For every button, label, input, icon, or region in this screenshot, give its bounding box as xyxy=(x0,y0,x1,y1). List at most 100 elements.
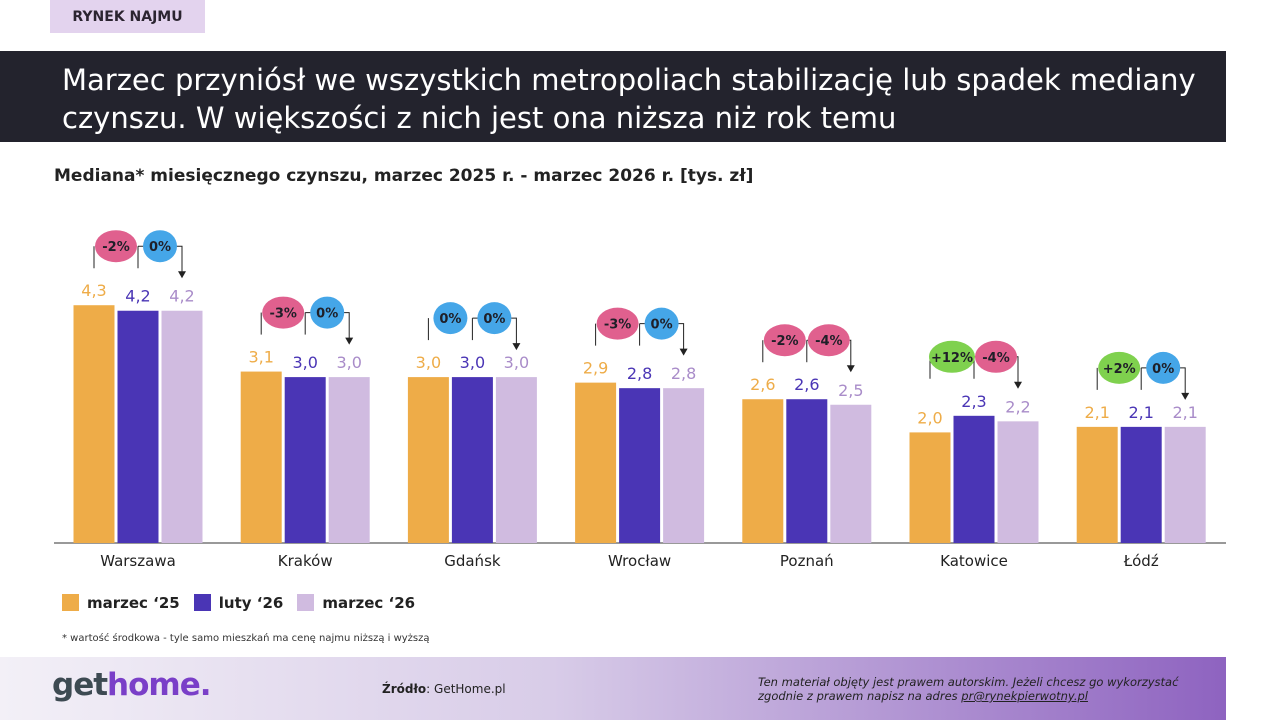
data-label: 3,0 xyxy=(336,353,361,372)
legend-swatch xyxy=(297,594,315,611)
bar xyxy=(284,377,326,543)
data-label: 2,2 xyxy=(1005,397,1030,416)
data-label: 2,8 xyxy=(627,364,652,383)
data-label: 2,1 xyxy=(1084,403,1109,422)
mom-change-badge-label: 0% xyxy=(1152,362,1174,377)
yoy-change-badge-label: -2% xyxy=(771,334,798,349)
mom-change-badge xyxy=(143,230,177,263)
data-label: 4,3 xyxy=(81,281,106,300)
category-label: Poznań xyxy=(780,552,834,570)
data-label: 3,0 xyxy=(416,353,441,372)
bar xyxy=(1120,426,1162,543)
data-label: 2,6 xyxy=(750,375,775,394)
legend-item: marzec ‘25 xyxy=(62,594,180,612)
bar xyxy=(161,310,203,543)
bar xyxy=(495,377,537,543)
section-tag: RYNEK NAJMU xyxy=(50,0,205,33)
gethome-logo: gethome. xyxy=(52,667,212,703)
yoy-change-badge xyxy=(1098,351,1141,384)
bar xyxy=(909,432,951,543)
mom-change-badge-label: -4% xyxy=(982,351,1009,366)
arrow-icon xyxy=(178,271,186,279)
mom-change-badge xyxy=(477,302,512,335)
bar xyxy=(953,415,995,543)
bar xyxy=(73,305,115,543)
footnote: * wartość środkowa - tyle samo mieszkań … xyxy=(62,633,430,644)
bar xyxy=(663,388,705,543)
data-label: 2,3 xyxy=(961,392,986,411)
yoy-change-badge-label: -3% xyxy=(269,307,296,322)
bar xyxy=(619,388,661,543)
category-label: Kraków xyxy=(278,552,333,570)
bar xyxy=(997,421,1039,543)
data-label: 2,5 xyxy=(838,381,863,400)
data-label: 2,1 xyxy=(1128,403,1153,422)
mom-change-badge-label: 0% xyxy=(651,318,673,333)
data-label: 4,2 xyxy=(169,287,194,306)
yoy-change-badge-label: +2% xyxy=(1103,362,1136,377)
data-label: 4,2 xyxy=(125,287,150,306)
arrow-icon xyxy=(679,348,688,356)
bar xyxy=(786,399,828,543)
footer: gethome. Źródło: GetHome.pl Ten materiał… xyxy=(0,657,1226,720)
mom-change-badge-label: 0% xyxy=(316,307,338,322)
mom-change-badge-label: -4% xyxy=(815,334,842,349)
yoy-change-badge xyxy=(95,230,137,263)
category-label: Warszawa xyxy=(100,552,176,570)
mom-change-badge xyxy=(807,324,850,357)
chart-title: Mediana* miesięcznego czynszu, marzec 20… xyxy=(54,166,754,186)
category-label: Gdańsk xyxy=(444,552,501,570)
data-label: 2,8 xyxy=(671,364,696,383)
mom-change-badge xyxy=(1146,351,1181,384)
bar xyxy=(117,310,159,543)
bar xyxy=(742,399,784,543)
yoy-change-badge xyxy=(433,302,468,335)
data-label: 2,9 xyxy=(583,359,608,378)
yoy-change-badge-label: +12% xyxy=(931,351,973,366)
arrow-icon xyxy=(846,365,855,373)
bar xyxy=(451,377,493,543)
data-label: 3,0 xyxy=(292,353,317,372)
yoy-change-badge-label: -3% xyxy=(604,318,631,333)
data-label: 3,1 xyxy=(248,348,273,367)
arrow-icon xyxy=(512,343,521,351)
mom-change-badge xyxy=(975,340,1017,373)
yoy-change-badge xyxy=(262,296,305,329)
bar xyxy=(1164,426,1206,543)
source: Źródło: GetHome.pl xyxy=(382,682,506,696)
data-label: 3,0 xyxy=(460,353,485,372)
mom-change-badge-label: 0% xyxy=(149,240,171,255)
yoy-change-badge xyxy=(929,340,975,373)
headline: Marzec przyniósł we wszystkich metropoli… xyxy=(0,51,1226,142)
yoy-change-badge-label: 0% xyxy=(439,312,461,327)
mom-change-badge xyxy=(310,296,345,329)
data-label: 2,6 xyxy=(794,375,819,394)
category-label: Wrocław xyxy=(608,552,671,570)
arrow-icon xyxy=(1014,381,1022,389)
legend-swatch xyxy=(193,594,211,611)
mom-change-badge-label: 0% xyxy=(483,312,505,327)
yoy-change-badge xyxy=(763,324,806,357)
data-label: 2,1 xyxy=(1172,403,1197,422)
copyright-notice: Ten materiał objęty jest prawem autorski… xyxy=(758,675,1179,703)
data-label: 3,0 xyxy=(504,353,529,372)
legend-item: marzec ‘26 xyxy=(297,594,415,612)
bar xyxy=(328,377,370,543)
bar xyxy=(407,377,449,543)
legend: marzec ‘25 luty ‘26 marzec ‘26 xyxy=(62,594,415,612)
yoy-change-badge xyxy=(596,307,639,340)
email-link[interactable]: pr@rynekpierwotny.pl xyxy=(961,689,1088,703)
legend-item: luty ‘26 xyxy=(193,594,283,612)
bar xyxy=(830,404,872,543)
legend-swatch xyxy=(62,594,79,611)
data-label: 2,0 xyxy=(917,408,942,427)
bar xyxy=(575,382,617,543)
category-label: Łódź xyxy=(1123,552,1159,570)
bar xyxy=(240,371,282,543)
bar xyxy=(1076,426,1118,543)
arrow-icon xyxy=(1181,392,1190,400)
mom-change-badge xyxy=(644,307,679,340)
yoy-change-badge-label: -2% xyxy=(102,240,129,255)
category-label: Katowice xyxy=(940,552,1008,570)
